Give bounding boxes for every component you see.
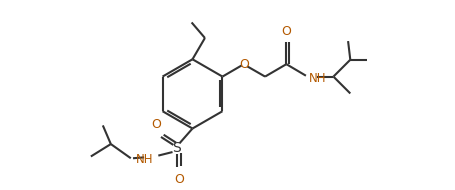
Text: O: O	[238, 58, 248, 71]
Text: NH: NH	[308, 72, 325, 85]
Text: NH: NH	[135, 153, 153, 166]
Text: O: O	[151, 118, 161, 131]
Text: S: S	[172, 142, 181, 155]
Text: O: O	[281, 25, 291, 38]
Text: O: O	[173, 173, 183, 186]
